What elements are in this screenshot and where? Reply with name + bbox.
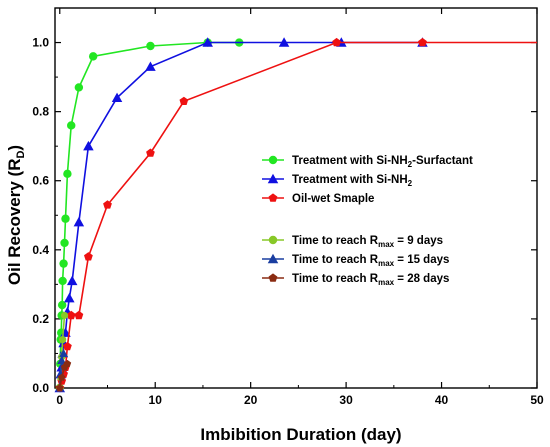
legend-marker: [267, 173, 279, 184]
legend-marker: [268, 193, 278, 202]
legend-marker: [268, 273, 278, 282]
series-point: [63, 341, 72, 351]
legend-entry-time: Time to reach Rmax = 9 days: [262, 235, 443, 249]
series-point: [66, 275, 78, 286]
series-point: [59, 259, 68, 268]
series-layer: [54, 37, 537, 393]
time-series-point: [56, 384, 64, 392]
x-axis-ticks: 0 10 20 30 40 50: [56, 8, 544, 407]
series-point: [67, 121, 76, 130]
legend-label: Time to reach Rmax = 9 days: [292, 235, 443, 249]
legend-label: Oil-wet Smaple: [292, 193, 374, 205]
legend-entry-time: Time to reach Rmax = 15 days: [262, 253, 449, 268]
series-point: [278, 37, 290, 47]
series-point: [83, 140, 94, 151]
x-tick-label: 40: [435, 393, 449, 407]
series-point: [146, 148, 155, 157]
time-series-point: [57, 373, 66, 381]
series-point: [111, 92, 123, 103]
series-point: [64, 292, 75, 303]
series-point: [103, 200, 112, 209]
series-1: [54, 37, 428, 393]
series-point: [74, 310, 84, 320]
y-tick-label: 0.8: [32, 105, 49, 119]
series-point: [58, 276, 67, 286]
x-tick-label: 50: [530, 393, 544, 407]
series-0: [55, 38, 244, 393]
x-tick-label: 10: [149, 393, 163, 407]
legend-marker: [268, 235, 278, 245]
time-series-point: [60, 311, 69, 320]
plot-border: [54, 7, 538, 389]
time-series-point: [57, 355, 67, 364]
plot-frame: [54, 7, 538, 389]
x-tick-label: 20: [244, 393, 258, 407]
time-series-point: [59, 336, 67, 344]
series-point: [146, 41, 155, 51]
series-point: [202, 37, 213, 47]
series-point: [66, 310, 76, 320]
series-2: [55, 37, 427, 392]
series-point: [60, 238, 69, 248]
series-point: [88, 52, 98, 61]
legend-label: Time to reach Rmax = 15 days: [292, 254, 449, 268]
y-axis-ticks: 0.0 0.2 0.4 0.6 0.8 1.0: [32, 7, 537, 395]
y-axis-label-main: Oil Recovery (R: [5, 159, 24, 286]
series-point: [74, 83, 84, 92]
legend-entry-main: Treatment with Si-NH2: [262, 173, 413, 188]
x-tick-label: 30: [339, 393, 353, 407]
series-line: [59, 41, 423, 389]
series-line: [59, 41, 240, 389]
legend-entry-main: Oil-wet Smaple: [262, 193, 374, 205]
time-series-2: [56, 359, 72, 392]
y-axis-label: Oil Recovery (RD): [5, 145, 27, 285]
y-tick-label: 1.0: [32, 36, 49, 50]
y-tick-label: 0.2: [32, 312, 49, 326]
legend: Treatment with Si-NH2-Surfactant Treatmen…: [262, 155, 473, 287]
legend-marker: [267, 253, 279, 264]
series-point: [63, 169, 72, 179]
legend-label: Treatment with Si-NH2-Surfactant: [292, 155, 473, 169]
series-point: [57, 300, 67, 310]
series-point: [179, 96, 189, 105]
x-tick-label: 0: [56, 393, 63, 407]
y-tick-label: 0.0: [32, 381, 49, 395]
series-point: [61, 214, 70, 223]
series-line: [59, 41, 423, 389]
series-point: [84, 252, 93, 261]
time-series-point: [63, 359, 72, 367]
y-tick-label: 0.4: [32, 243, 49, 257]
legend-label: Time to reach Rmax = 28 days: [292, 273, 449, 287]
legend-marker: [268, 155, 278, 165]
y-axis-label-close: ): [5, 145, 24, 151]
series-point: [73, 216, 85, 227]
x-axis-label: Imbibition Duration (day): [200, 425, 401, 444]
legend-entry-main: Treatment with Si-NH2-Surfactant: [262, 155, 473, 169]
y-axis-label-sub: D: [15, 151, 27, 159]
series-point: [145, 61, 156, 71]
legend-entry-time: Time to reach Rmax = 28 days: [262, 273, 449, 287]
legend-label: Treatment with Si-NH2: [292, 174, 413, 188]
y-tick-label: 0.6: [32, 174, 49, 188]
time-series-point: [59, 348, 69, 358]
series-point: [332, 37, 341, 47]
